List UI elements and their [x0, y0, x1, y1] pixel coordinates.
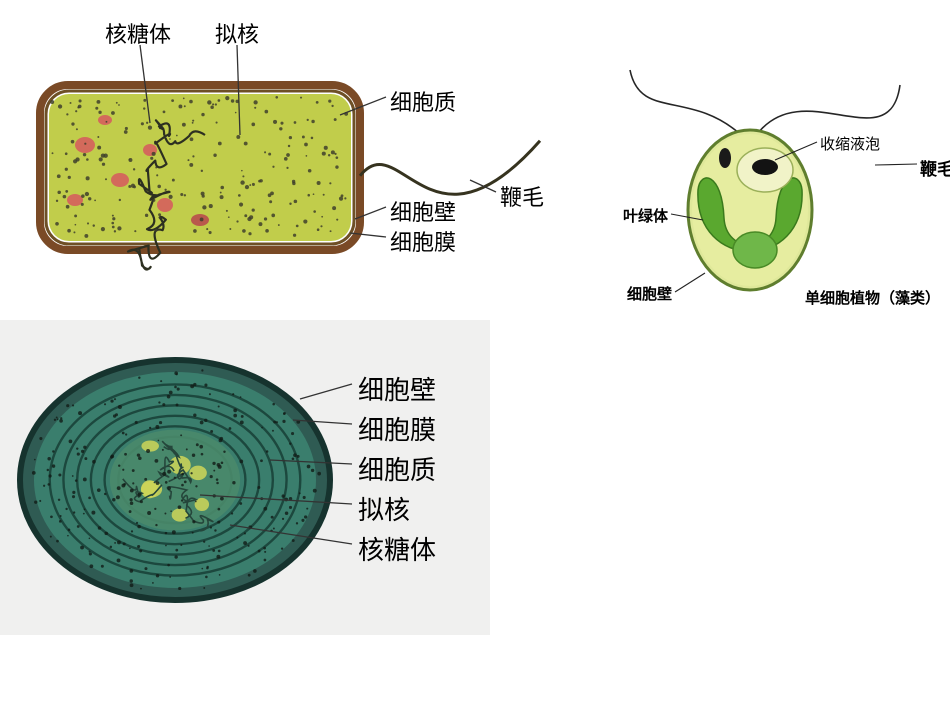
label-flagellum: 鞭毛 — [920, 155, 950, 180]
label-chloroplast: 叶绿体 — [623, 205, 668, 226]
alga-diagram: 收缩液泡 鞭毛 叶绿体 细胞壁 单细胞植物（藻类） — [615, 55, 950, 315]
label-flagellum: 鞭毛 — [500, 180, 544, 212]
bacteria-diagram: 核糖体 拟核 细胞质 细胞壁 细胞膜 鞭毛 — [0, 5, 600, 285]
label-vacuole: 收缩液泡 — [820, 133, 880, 154]
label-nucleoid: 拟核 — [215, 17, 259, 49]
alga-caption: 单细胞植物（藻类） — [805, 287, 940, 308]
cyano-diagram: 细胞壁 细胞膜 细胞质 拟核 核糖体 — [0, 320, 490, 635]
label-cytoplasm: 细胞质 — [390, 85, 456, 117]
label-ribosome: 核糖体 — [358, 530, 436, 567]
label-cytoplasm: 细胞质 — [358, 450, 436, 487]
label-cellmem: 细胞膜 — [358, 410, 436, 447]
label-cellmem: 细胞膜 — [390, 225, 456, 257]
label-cellwall: 细胞壁 — [358, 370, 436, 407]
label-cellwall: 细胞壁 — [390, 195, 456, 227]
label-nucleoid: 拟核 — [358, 490, 410, 527]
alga-svg — [615, 55, 950, 315]
label-cellwall: 细胞壁 — [627, 283, 672, 304]
bacteria-svg — [0, 5, 600, 285]
label-ribosome: 核糖体 — [105, 17, 171, 49]
